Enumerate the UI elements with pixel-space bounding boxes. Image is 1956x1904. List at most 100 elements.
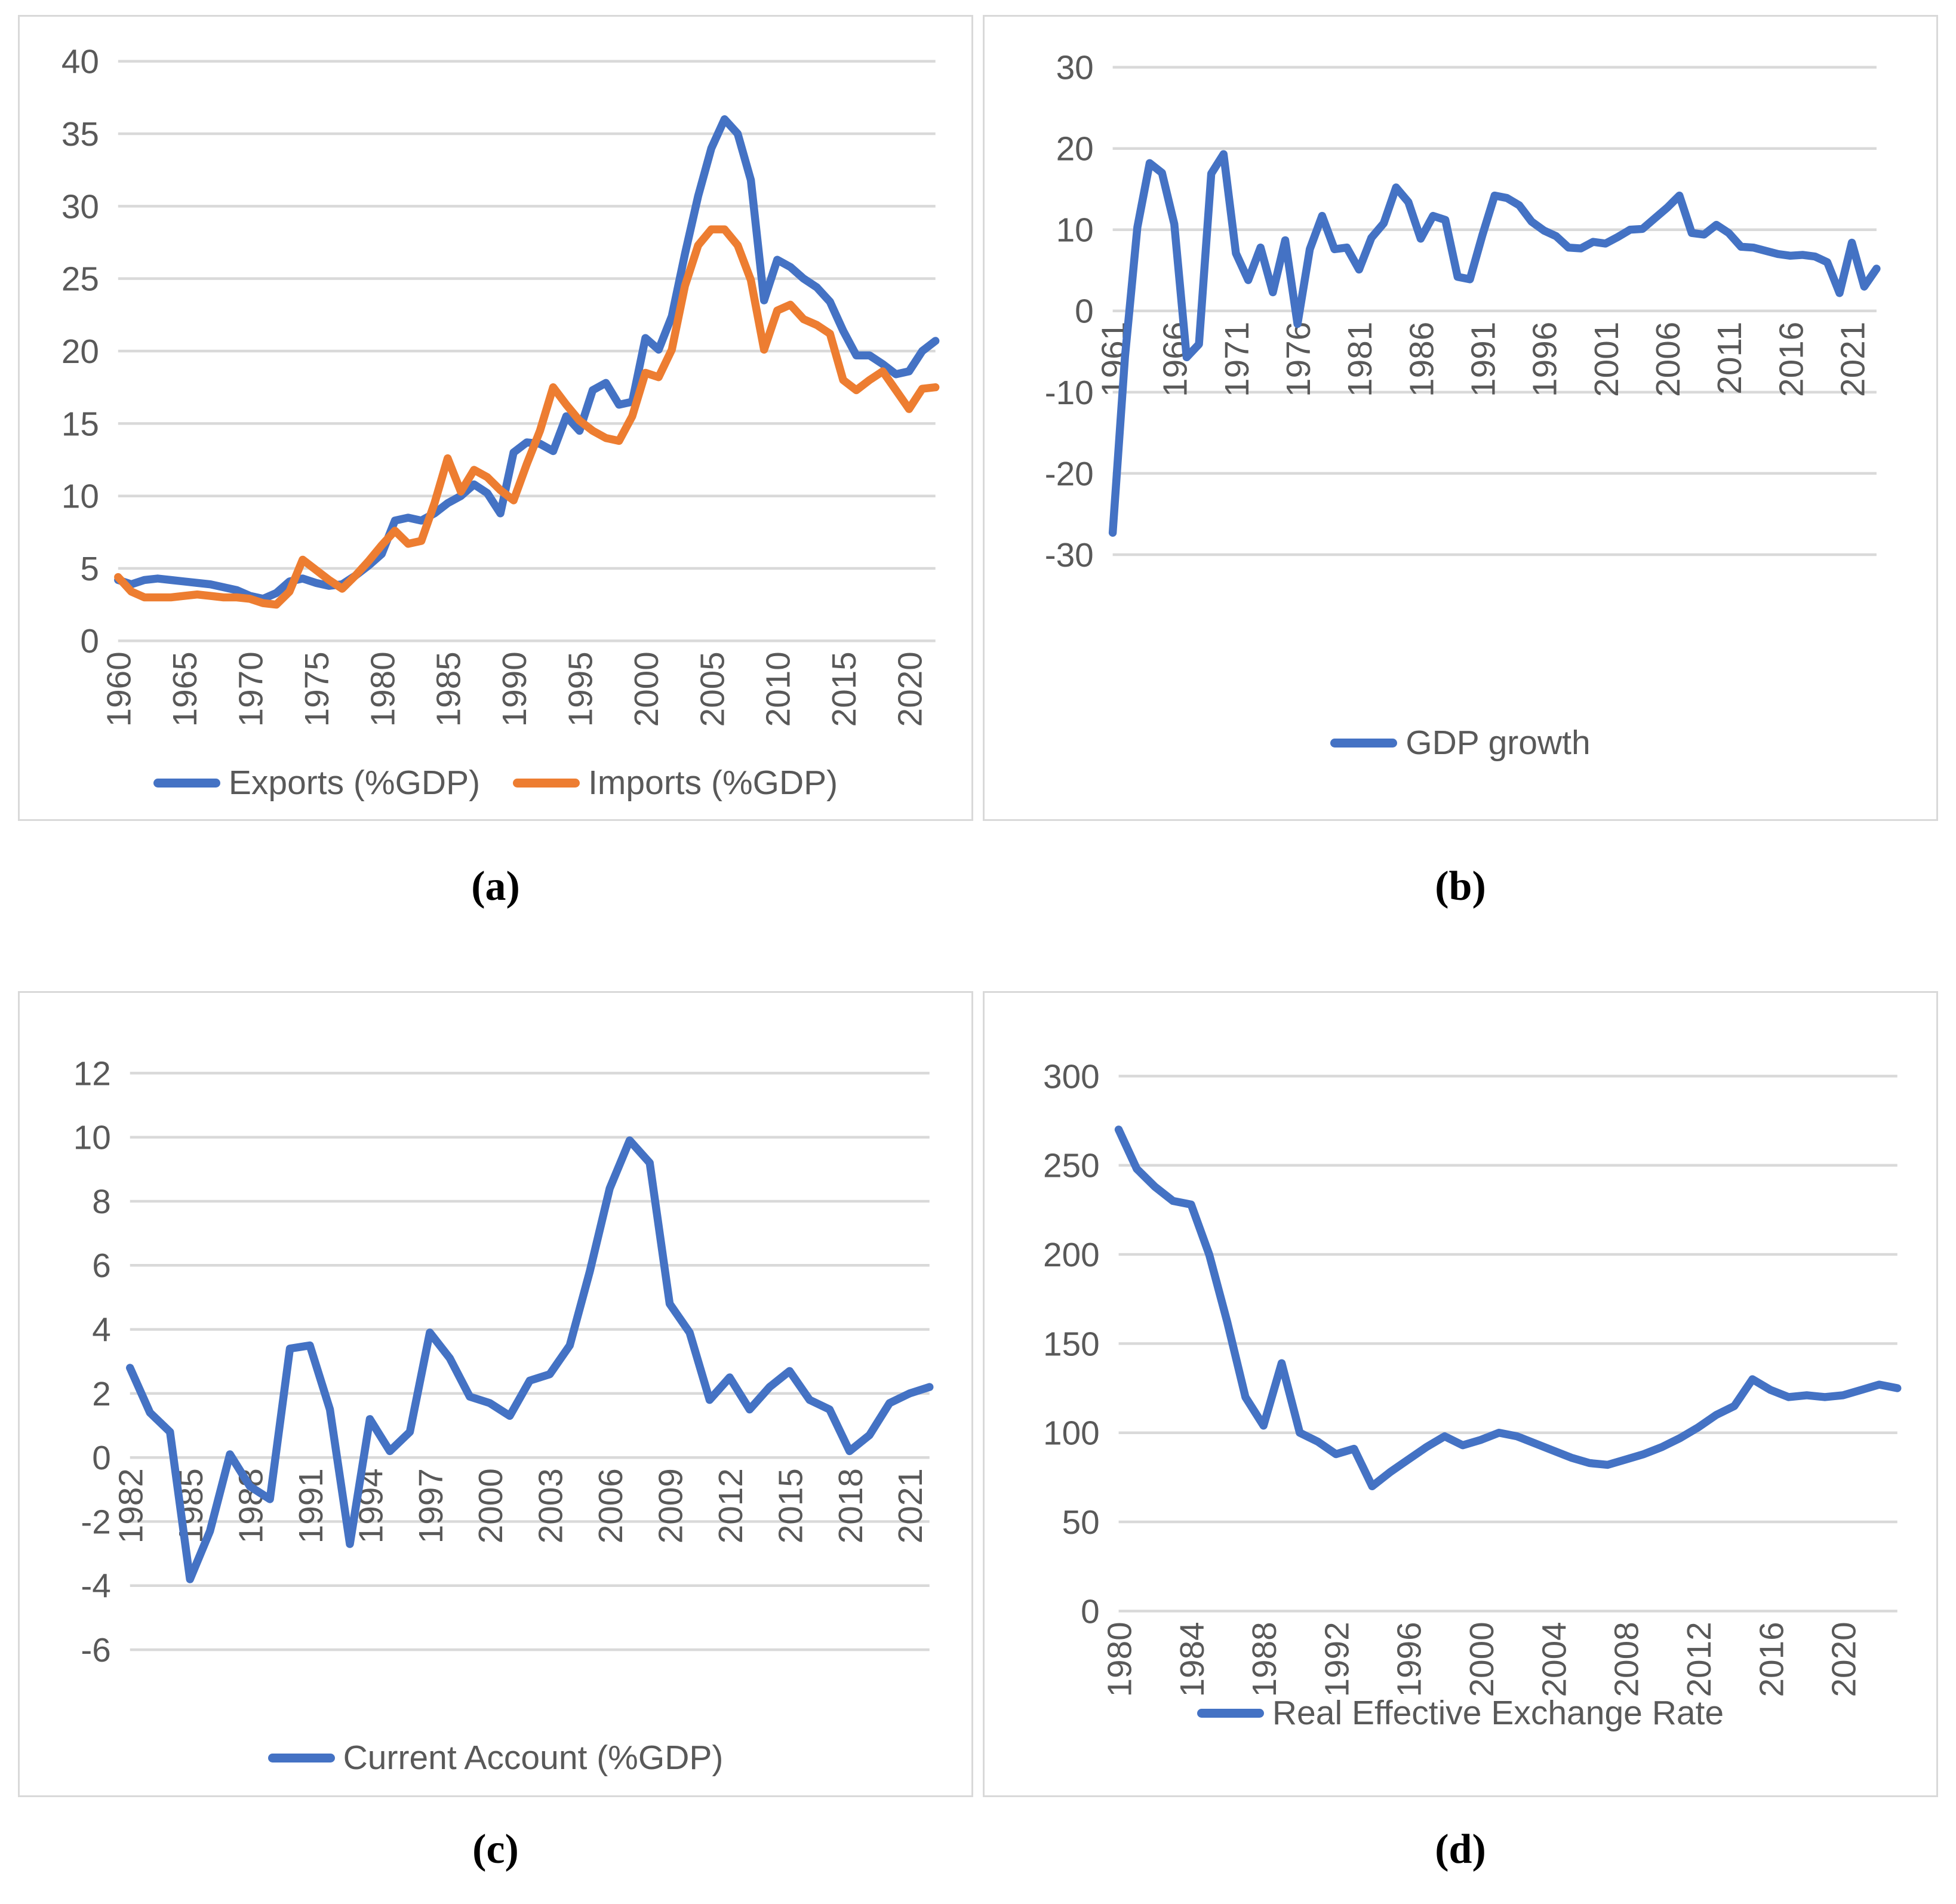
x-tick-label: 1985: [430, 651, 468, 727]
x-tick-label: 1986: [1403, 322, 1441, 397]
x-tick-label: 2000: [1463, 1622, 1501, 1697]
x-tick-label: 1990: [496, 651, 534, 727]
legend-label-current-account: Current Account (%GDP): [343, 1739, 724, 1777]
legend-swatch-current-account: [267, 1753, 335, 1762]
x-tick-label: 2003: [533, 1468, 570, 1543]
legend-item-exports: Exports (%GDP): [153, 763, 480, 802]
legend-label-imports: Imports (%GDP): [588, 764, 838, 802]
x-tick-label: 1971: [1219, 322, 1256, 397]
x-tick-label: 2016: [1773, 322, 1810, 397]
y-tick-label: 30: [61, 188, 99, 226]
series-line: [114, 115, 940, 603]
x-tick-label: 2012: [1681, 1622, 1718, 1697]
legend-swatch-imports: [513, 778, 580, 788]
x-tick-label: 2021: [892, 1468, 930, 1543]
y-tick-label: -2: [81, 1503, 110, 1541]
y-tick-label: 5: [80, 550, 99, 588]
x-tick-label: 1980: [1101, 1622, 1139, 1697]
x-tick-label: 1997: [413, 1468, 450, 1543]
x-tick-label: 2009: [653, 1468, 690, 1543]
x-tick-label: 1960: [101, 651, 139, 727]
y-tick-label: -10: [1045, 374, 1094, 412]
panel-caption-c: (c): [472, 1826, 519, 1872]
chart-panel-d: 300 250 200 150 100 50 0 1980 1984 1988 1992 1996 20…: [983, 991, 1938, 1797]
x-tick-label: 1982: [113, 1468, 150, 1543]
x-tick-label: 2010: [760, 651, 798, 727]
x-tick-label: 1981: [1342, 322, 1379, 397]
y-tick-label: -6: [81, 1632, 110, 1669]
y-tick-label: 4: [92, 1311, 111, 1349]
series-line: [1114, 1125, 1902, 1491]
y-tick-label: 0: [1081, 1593, 1100, 1631]
x-tick-label: 1975: [299, 651, 336, 727]
y-tick-label: 25: [61, 261, 99, 299]
panel-caption-d: (d): [1435, 1826, 1486, 1872]
x-tick-label: 2004: [1536, 1622, 1573, 1697]
y-tick-label: 150: [1043, 1325, 1100, 1363]
x-tick-label: 2020: [1826, 1622, 1863, 1697]
y-tick-label: 40: [61, 44, 99, 81]
x-tick-label: 1988: [1246, 1622, 1284, 1697]
y-tick-label: 10: [73, 1119, 111, 1157]
legend-b: GDP growth: [985, 723, 1936, 762]
x-tick-label: 2012: [712, 1468, 750, 1543]
y-tick-label: 50: [1062, 1504, 1100, 1542]
legend-a: Exports (%GDP) Imports (%GDP): [20, 763, 971, 802]
x-tick-label: 1984: [1174, 1622, 1211, 1697]
x-tick-label: 2016: [1753, 1622, 1791, 1697]
legend-d: Real Effective Exchange Rate: [985, 1693, 1936, 1733]
x-tick-label: 2021: [1834, 322, 1872, 397]
x-tick-label: 2018: [832, 1468, 870, 1543]
series-line: [114, 225, 940, 609]
x-tick-label: 1970: [233, 651, 270, 727]
x-tick-label: 2006: [1650, 322, 1687, 397]
legend-swatch-gdp-growth: [1330, 738, 1398, 748]
y-tick-label: 200: [1043, 1236, 1100, 1274]
x-tick-label: 2020: [891, 651, 929, 727]
y-tick-label: 12: [73, 1055, 111, 1093]
x-tick-label: 1976: [1280, 322, 1318, 397]
y-tick-label: 0: [80, 623, 99, 660]
chart-panel-b: 30 20 10 0 -10 -20 -30 1961 1966 1971 1976 1981 1986…: [983, 15, 1938, 821]
y-tick-label: 0: [1075, 293, 1094, 331]
y-tick-label: 35: [61, 116, 99, 153]
series-line: [126, 1136, 934, 1583]
y-tick-label: 100: [1043, 1415, 1100, 1453]
series-line: [1108, 150, 1881, 537]
legend-label-reer: Real Effective Exchange Rate: [1272, 1694, 1724, 1732]
x-tick-label: 2001: [1588, 322, 1626, 397]
x-tick-label: 1996: [1391, 1622, 1429, 1697]
y-tick-label: 15: [61, 405, 99, 443]
chart-panel-c: 12 10 8 6 4 2 0 -2 -4 -6 1982 1985 1988 1991 1994 1997 2…: [18, 991, 973, 1797]
y-tick-label: 20: [1056, 131, 1094, 168]
x-tick-label: 1992: [1318, 1622, 1356, 1697]
y-tick-label: -30: [1045, 537, 1094, 574]
y-tick-label: 250: [1043, 1148, 1100, 1185]
x-tick-label: 2008: [1609, 1622, 1646, 1697]
chart-panel-a: 40 35 30 25 20 15 10 5 0 1960 1965 1970 1975 1980 1985…: [18, 15, 973, 821]
legend-item-current-account: Current Account (%GDP): [267, 1738, 724, 1777]
y-tick-label: 10: [1056, 212, 1094, 250]
x-tick-label: 1980: [364, 651, 402, 727]
y-tick-label: 30: [1056, 50, 1094, 87]
x-tick-label: 2015: [772, 1468, 810, 1543]
y-tick-label: 300: [1043, 1058, 1100, 1096]
legend-label-exports: Exports (%GDP): [228, 764, 481, 802]
panel-caption-b: (b): [1435, 863, 1486, 909]
x-tick-label: 1988: [233, 1468, 270, 1543]
x-tick-label: 1995: [562, 651, 599, 727]
x-tick-label: 1991: [293, 1468, 330, 1543]
x-tick-label: 2000: [628, 651, 666, 727]
x-tick-label: 2000: [472, 1468, 510, 1543]
x-tick-label: 2005: [694, 651, 731, 727]
legend-item-reer: Real Effective Exchange Rate: [1197, 1693, 1724, 1733]
legend-swatch-exports: [153, 778, 220, 788]
legend-c: Current Account (%GDP): [20, 1738, 971, 1777]
y-tick-label: 20: [61, 333, 99, 371]
y-tick-label: 6: [92, 1247, 111, 1285]
y-tick-label: 10: [61, 478, 99, 516]
